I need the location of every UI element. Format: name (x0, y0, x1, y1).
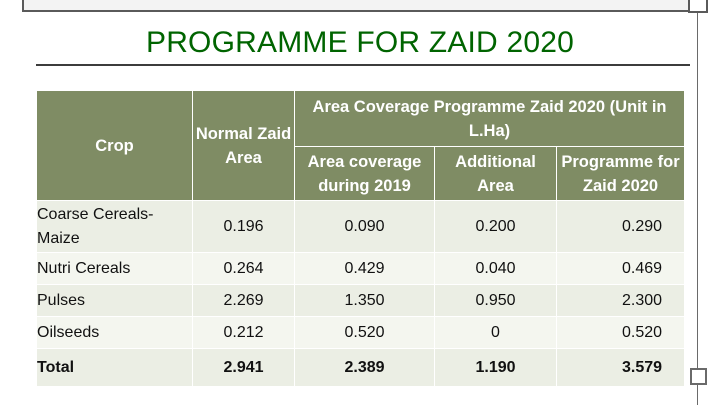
slide-right-rail (697, 13, 698, 405)
cell-coverage-2019: 1.350 (294, 284, 435, 317)
row-crop-label: Total (36, 348, 193, 387)
header-additional-area: Additional Area (434, 146, 557, 201)
row-crop-label: Coarse Cereals- Maize (36, 200, 193, 253)
programme-table: Crop Normal Zaid Area Area Coverage Prog… (36, 90, 686, 387)
cell-normal-area: 0.264 (192, 252, 295, 285)
cell-additional-area: 0.040 (434, 252, 557, 285)
cell-normal-area: 2.269 (192, 284, 295, 317)
header-normal-zaid-area: Normal Zaid Area (192, 90, 295, 201)
row-crop-label: Nutri Cereals (36, 252, 193, 285)
cell-normal-area: 0.212 (192, 316, 295, 349)
table-row: Coarse Cereals- Maize 0.196 0.090 0.200 … (36, 200, 686, 253)
cell-programme-2020: 3.579 (555, 348, 686, 387)
cell-coverage-2019: 0.520 (294, 316, 435, 349)
title-divider (36, 64, 690, 66)
cell-programme-2020: 0.469 (555, 252, 686, 285)
row-crop-label: Oilseeds (36, 316, 193, 349)
header-area-coverage-2019: Area coverage during 2019 (294, 146, 435, 201)
slide-top-frame (22, 0, 692, 12)
cell-additional-area: 0.950 (434, 284, 557, 317)
cell-additional-area: 0.200 (434, 200, 557, 253)
slide-rail-box (690, 368, 707, 385)
header-crop: Crop (36, 90, 193, 201)
cell-additional-area: 0 (434, 316, 557, 349)
table-row: Pulses 2.269 1.350 0.950 2.300 (36, 284, 686, 317)
cell-normal-area: 0.196 (192, 200, 295, 253)
header-area-coverage-programme: Area Coverage Programme Zaid 2020 (Unit … (293, 90, 686, 147)
cell-programme-2020: 2.300 (555, 284, 686, 317)
table-row: Oilseeds 0.212 0.520 0 0.520 (36, 316, 686, 349)
cell-additional-area: 1.190 (434, 348, 557, 387)
slide-corner-box (688, 0, 708, 13)
slide-title: PROGRAMME FOR ZAID 2020 (145, 26, 574, 59)
cell-coverage-2019: 0.429 (294, 252, 435, 285)
cell-coverage-2019: 0.090 (294, 200, 435, 253)
table-row-total: Total 2.941 2.389 1.190 3.579 (36, 348, 686, 387)
cell-programme-2020: 0.290 (555, 200, 686, 253)
cell-programme-2020: 0.520 (555, 316, 686, 349)
table-row: Nutri Cereals 0.264 0.429 0.040 0.469 (36, 252, 686, 285)
header-programme-zaid-2020: Programme for Zaid 2020 (555, 146, 686, 201)
cell-coverage-2019: 2.389 (294, 348, 435, 387)
cell-normal-area: 2.941 (192, 348, 295, 387)
row-crop-label: Pulses (36, 284, 193, 317)
